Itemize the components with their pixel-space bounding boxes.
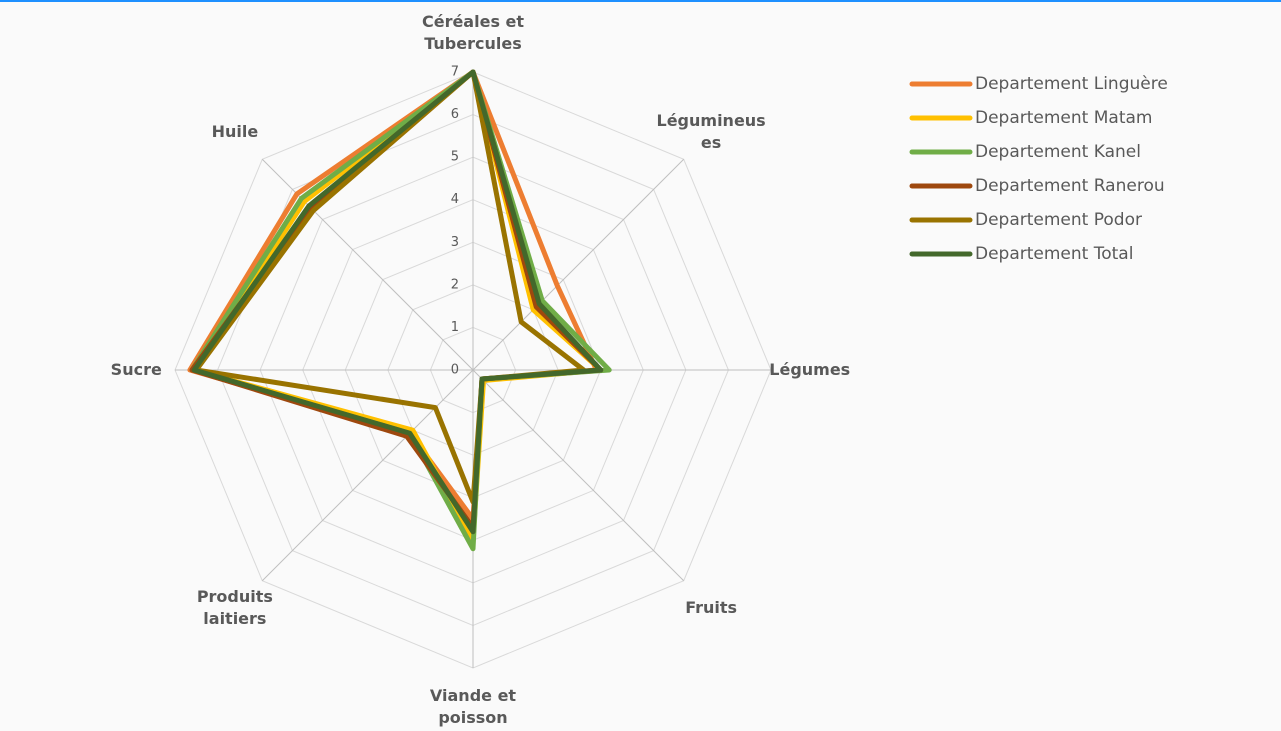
legend-label: Departement Total (975, 244, 1133, 264)
legend-label: Departement Ranerou (975, 176, 1165, 196)
legend-label: Departement Linguère (975, 74, 1168, 94)
category-label: Fruits (685, 598, 738, 618)
category-label: Sucre (110, 360, 162, 379)
category-label-text: Viande et poisson (429, 685, 517, 727)
category-label-text: Produits laitiers (196, 587, 273, 629)
category-label: Légumineuses (656, 110, 766, 152)
series-line (189, 69, 612, 552)
legend-label: Departement Kanel (975, 142, 1141, 162)
category-label-text: Légumes (769, 360, 851, 379)
category-label: Viande et poisson (429, 685, 517, 727)
r-tick-label: 6 (451, 107, 459, 122)
category-label: Produits laitiers (196, 587, 273, 629)
category-label-text: Fruits (685, 598, 738, 618)
r-tick-label: 4 (451, 192, 459, 207)
category-label-text: Céréales et Tubercules (421, 12, 525, 54)
spoke (472, 369, 685, 582)
r-tick-label: 2 (451, 277, 459, 292)
r-tick-label: 3 (451, 235, 459, 250)
category-label-text: Sucre (110, 360, 162, 379)
r-tick-label: 1 (451, 320, 459, 335)
r-tick-label: 0 (451, 363, 459, 378)
category-label-text: Huile (211, 121, 259, 141)
series-line (191, 69, 604, 535)
r-tick-label: 5 (451, 150, 459, 165)
spoke (472, 158, 685, 371)
category-label: Légumes (769, 360, 851, 379)
legend-label: Departement Podor (975, 210, 1142, 230)
category-label: Céréales et Tubercules (421, 12, 525, 54)
r-tick-label: 7 (451, 65, 459, 80)
category-label: Huile (211, 121, 259, 141)
legend-label: Departement Matam (975, 108, 1152, 128)
spoke (261, 369, 474, 582)
category-label-text: Légumineuses (656, 110, 766, 152)
